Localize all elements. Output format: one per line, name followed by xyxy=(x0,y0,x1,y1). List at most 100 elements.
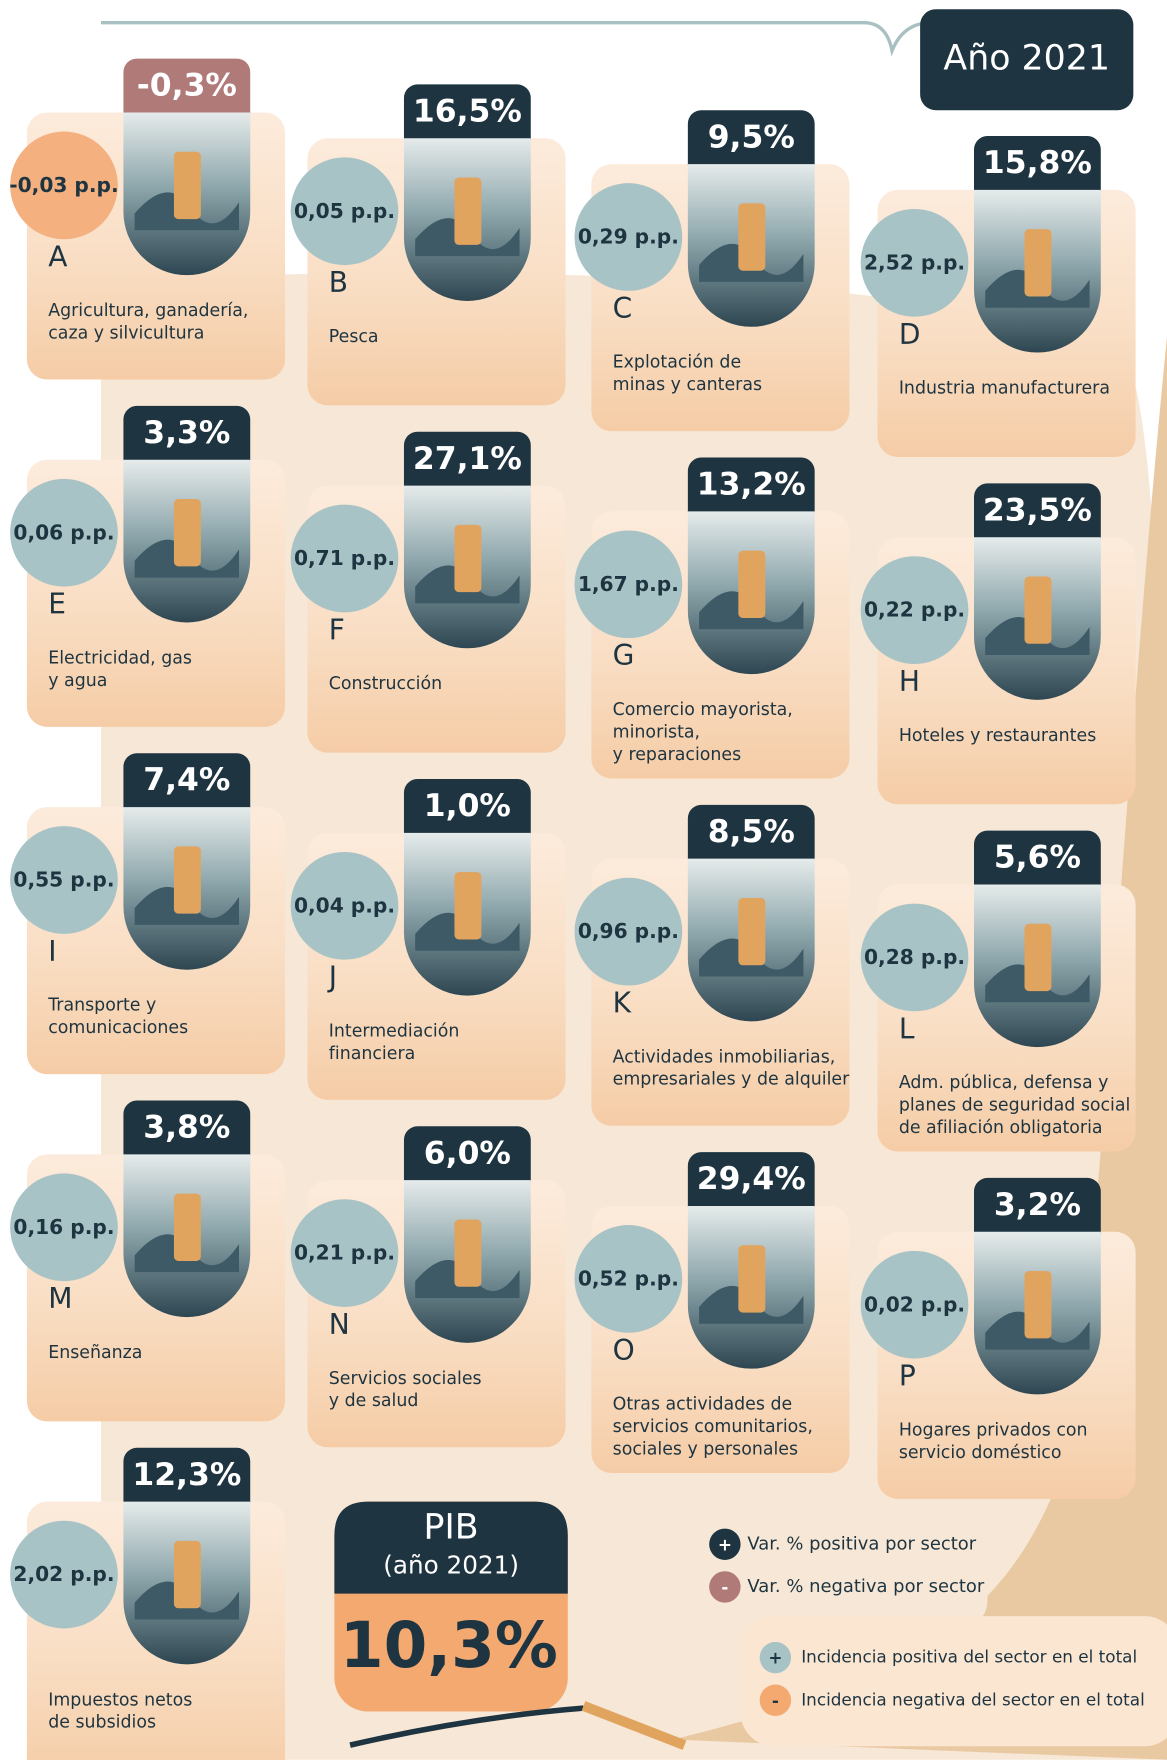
legend-marker xyxy=(709,1571,741,1603)
sector-name: minas y canteras xyxy=(613,375,762,395)
incidence-value: 0,52 p.p. xyxy=(578,1267,679,1291)
sector-card: -0,3% -0,03 p.p. A Agricultura, ganadería, c… xyxy=(9,58,286,380)
change-tab xyxy=(403,779,531,847)
sector-name: de afiliación obligatoria xyxy=(899,1118,1103,1138)
sector-name: Pesca xyxy=(329,327,379,347)
sector-name: Explotación de xyxy=(613,353,741,373)
sector-name: Adm. pública, defensa y xyxy=(899,1073,1109,1093)
sector-name: Industria manufacturera xyxy=(899,379,1110,399)
sector-name: Actividades inmobiliarias, xyxy=(613,1047,836,1067)
sector-name: Otras actividades de xyxy=(613,1395,793,1415)
change-value: 1,0% xyxy=(424,788,511,824)
incidence-circle xyxy=(860,556,969,664)
sector-name: y agua xyxy=(48,671,107,691)
icon-detail xyxy=(454,524,482,593)
legend-text: Incidencia positiva del sector en el tot… xyxy=(801,1647,1137,1667)
sector-name: minorista, xyxy=(613,722,700,742)
sector-letter: I xyxy=(48,935,56,968)
sector-name: caza y silvicultura xyxy=(48,324,204,344)
incidence-circle xyxy=(10,1173,118,1282)
incidence-value: 1,67 p.p. xyxy=(578,572,679,596)
sector-card: 27,1% 0,71 p.p. F Construcción xyxy=(290,431,566,753)
change-value: 15,8% xyxy=(983,145,1092,181)
pencil xyxy=(581,1701,687,1750)
change-tab xyxy=(123,405,251,474)
sector-card: 8,5% 0,96 p.p. K Actividades inmobiliarias,… xyxy=(574,804,850,1126)
sector-name: Comercio mayorista, xyxy=(613,700,793,720)
sector-name: servicio doméstico xyxy=(899,1443,1062,1463)
incidence-circle xyxy=(290,1199,399,1307)
sector-name: de subsidios xyxy=(48,1713,156,1733)
change-value: 29,4% xyxy=(697,1161,806,1197)
change-tab xyxy=(687,457,815,525)
legend-box xyxy=(740,1616,1167,1747)
change-tab xyxy=(403,1126,531,1194)
sector-name: Servicios sociales xyxy=(329,1369,482,1389)
legend-text: Incidencia negativa del sector en el tot… xyxy=(801,1689,1145,1709)
sector-letter: O xyxy=(613,1334,635,1367)
sector-name: Hogares privados con xyxy=(899,1420,1088,1440)
sector-name: planes de seguridad social xyxy=(899,1096,1131,1116)
change-value: 13,2% xyxy=(697,467,806,503)
incidence-circle xyxy=(574,530,683,639)
change-value: 6,0% xyxy=(424,1135,511,1171)
incidence-circle xyxy=(574,1225,683,1333)
sector-name: empresariales y de alquiler xyxy=(613,1070,850,1090)
sector-card: 12,3% 2,02 p.p. Impuestos netos de subsidio… xyxy=(10,1447,286,1760)
sector-name: financiera xyxy=(329,1044,415,1064)
header-line xyxy=(100,21,932,57)
sector-card: 15,8% 2,52 p.p. D Industria manufacturera xyxy=(860,136,1136,457)
sector-letter: J xyxy=(327,961,337,994)
sector-letter: L xyxy=(899,1012,915,1045)
cards: -0,3% -0,03 p.p. A Agricultura, ganadería, c… xyxy=(9,58,1136,1760)
incidence-circle xyxy=(860,1250,969,1359)
incidence-value: 0,04 p.p. xyxy=(294,893,395,917)
sector-name: Intermediación xyxy=(329,1021,460,1041)
incidence-value: 0,06 p.p. xyxy=(13,520,114,544)
incidence-value: 0,71 p.p. xyxy=(294,546,395,570)
change-tab xyxy=(973,483,1101,551)
sector-name: Agricultura, ganadería, xyxy=(48,301,248,321)
sector-letter: M xyxy=(48,1282,72,1315)
header-title: Año 2021 xyxy=(943,39,1110,79)
scribble xyxy=(349,1705,584,1748)
incidence-value: 0,16 p.p. xyxy=(13,1215,114,1239)
legend-symbol: - xyxy=(721,1577,728,1597)
icon-detail xyxy=(454,872,482,940)
legend-marker xyxy=(759,1641,792,1674)
change-tab xyxy=(403,84,531,152)
icon-detail xyxy=(738,203,766,271)
legend-symbol: - xyxy=(772,1690,779,1710)
sector-name: comunicaciones xyxy=(48,1018,188,1038)
change-value: 27,1% xyxy=(413,441,522,477)
incidence-circle xyxy=(290,851,399,960)
sector-card: 1,0% 0,04 p.p. J Intermediación financiera xyxy=(290,779,566,1100)
icon-detail xyxy=(1024,229,1052,297)
sector-letter: C xyxy=(613,292,633,325)
incidence-value: 2,02 p.p. xyxy=(13,1562,114,1586)
change-value: 9,5% xyxy=(708,119,795,155)
incidence-circle xyxy=(290,157,399,266)
incidence-value: 0,96 p.p. xyxy=(578,919,679,943)
sector-letter: P xyxy=(899,1360,916,1393)
sector-name: Impuestos netos xyxy=(48,1690,192,1710)
legend-text: Var. % positiva por sector xyxy=(747,1533,976,1554)
incidence-circle xyxy=(860,903,969,1012)
incidence-value: 2,52 p.p. xyxy=(864,250,965,274)
incidence-value: -0,03 p.p. xyxy=(9,173,118,197)
sector-letter: N xyxy=(329,1308,350,1341)
change-tab xyxy=(123,753,251,821)
incidence-value: 0,55 p.p. xyxy=(13,868,114,892)
change-value: 3,3% xyxy=(143,415,230,451)
sector-name: Transporte y xyxy=(47,996,156,1016)
change-tab xyxy=(687,804,815,873)
incidence-value: 0,22 p.p. xyxy=(864,598,965,622)
sector-card: 23,5% 0,22 p.p. H Hoteles y restaurantes xyxy=(860,483,1136,805)
sector-card: 3,2% 0,02 p.p. P Hogares privados con servic… xyxy=(860,1177,1136,1499)
change-value: 3,2% xyxy=(994,1187,1081,1223)
sector-letter: G xyxy=(613,639,635,672)
change-tab xyxy=(973,830,1101,898)
